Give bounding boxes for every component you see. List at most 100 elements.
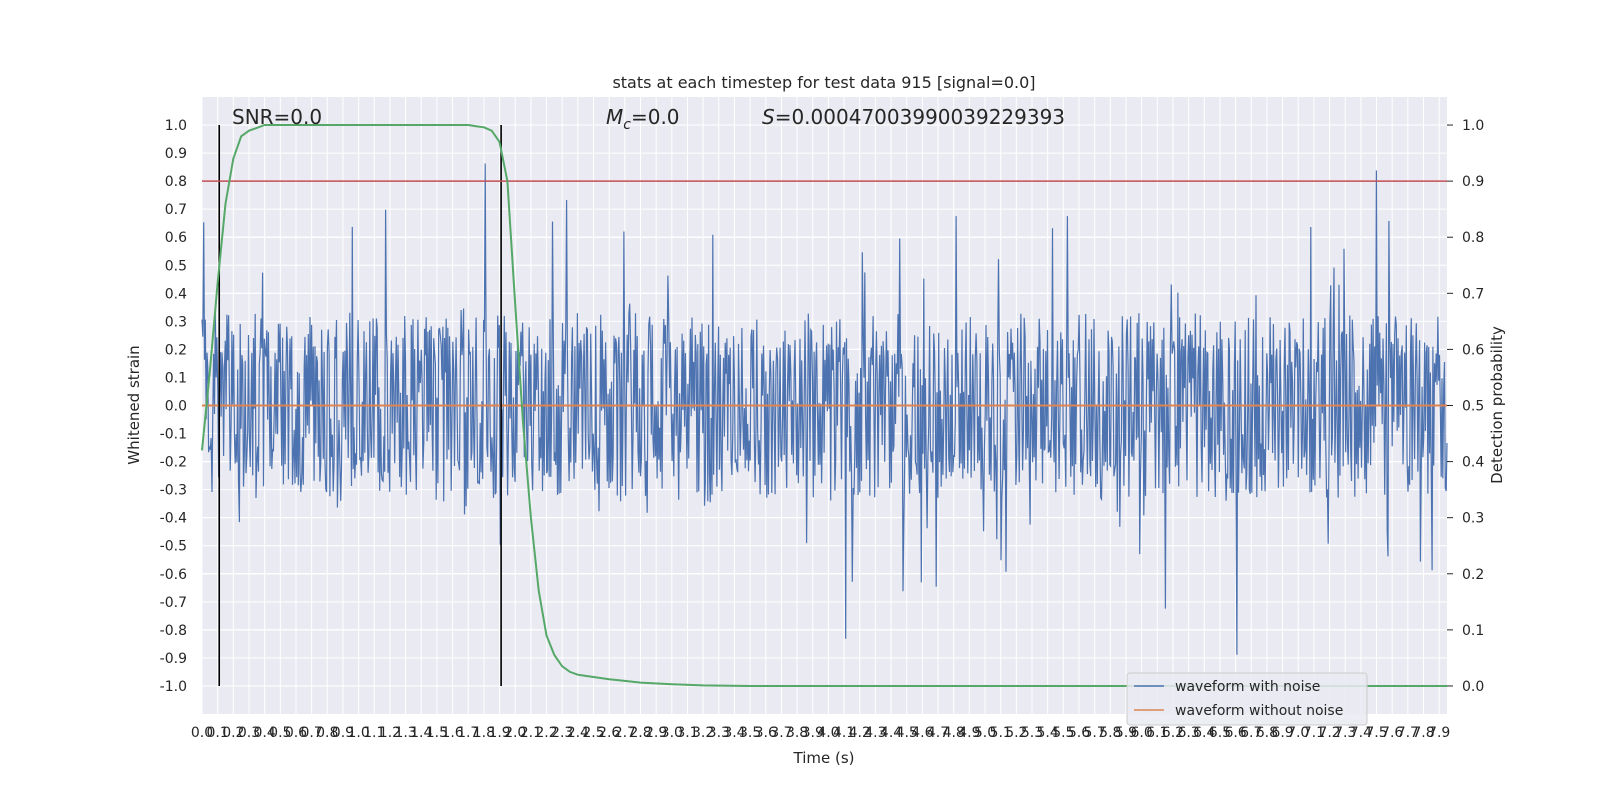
x-tick-label: 3.4: [723, 725, 745, 741]
y2-tick-label: 0.6: [1462, 342, 1484, 358]
y-tick-label: 0.6: [165, 230, 187, 246]
y2-tick-label: 1.0: [1462, 118, 1484, 134]
x-tick-label: 1.7: [457, 725, 479, 741]
x-tick-label: 6.8: [1256, 725, 1278, 741]
y-tick-label: 0.3: [165, 314, 187, 330]
y-tick-label: 0.0: [165, 399, 187, 415]
y-tick-label: 1.0: [165, 118, 187, 134]
x-tick-label: 6.0: [1130, 725, 1152, 741]
legend-frame: [1126, 672, 1368, 726]
x-tick-label: 7.6: [1381, 725, 1403, 741]
x-tick-label: 4.0: [817, 725, 839, 741]
x-tick-label: 7.9: [1428, 725, 1450, 741]
y-tick-label: 0.9: [165, 146, 187, 162]
x-tick-label: 7.5: [1365, 725, 1387, 741]
y-tick-label: -1.0: [160, 679, 187, 695]
x-tick-label: 0.0: [191, 725, 213, 741]
x-tick-label: 5.2: [1005, 725, 1027, 741]
x-tick-label: 6.4: [1193, 725, 1215, 741]
statistic-value: =0.00047003990039229393: [775, 105, 1065, 129]
x-tick-label: 5.3: [1021, 725, 1043, 741]
x-tick-label: 3.0: [661, 725, 683, 741]
x-tick-label: 0.2: [222, 725, 244, 741]
x-tick-label: 4.1: [833, 725, 855, 741]
y-tick-label: -0.1: [160, 427, 187, 443]
x-tick-label: 7.3: [1334, 725, 1356, 741]
y-tick-label: -0.6: [160, 567, 187, 583]
y-tick-label: 0.1: [165, 370, 187, 386]
x-tick-label: 0.9: [332, 725, 354, 741]
y-tick-label: -0.5: [160, 539, 187, 555]
x-tick-label: 0.8: [316, 725, 338, 741]
y-tick-labels: -1.0 -0.9 -0.8 -0.7 -0.6 -0.5 -0.4 -0.3 -0.2 -0.1…: [160, 118, 187, 695]
x-tick-label: 3.7: [770, 725, 792, 741]
x-tick-label: 3.1: [676, 725, 698, 741]
x-tick-label: 3.8: [786, 725, 808, 741]
legend-label-clean: waveform without noise: [1175, 703, 1343, 719]
x-tick-label: 1.3: [394, 725, 416, 741]
y-tick-label: 0.8: [165, 174, 187, 190]
x-tick-label: 6.7: [1240, 725, 1262, 741]
x-tick-label: 3.3: [708, 725, 730, 741]
statistic-symbol: S: [762, 105, 775, 129]
x-tick-label: 5.9: [1115, 725, 1137, 741]
y-tick-label: -0.9: [160, 651, 187, 667]
y2-tick-label: 0.0: [1462, 679, 1484, 695]
x-tick-label: 0.1: [207, 725, 229, 741]
x-tick-label: 7.7: [1397, 725, 1419, 741]
x-tick-label: 5.7: [1084, 725, 1106, 741]
x-tick-label: 1.0: [347, 725, 369, 741]
chirp-mass-symbol: M: [606, 105, 623, 129]
y2-tick-label: 0.1: [1462, 623, 1484, 639]
x-tick-label: 7.2: [1318, 725, 1340, 741]
y2-tick-label: 0.7: [1462, 286, 1484, 302]
x-tick-label: 4.2: [849, 725, 871, 741]
x-tick-label: 4.4: [880, 725, 902, 741]
x-tick-label: 0.6: [285, 725, 307, 741]
chirp-mass-subscript: c: [623, 117, 631, 133]
x-tick-label: 2.8: [629, 725, 651, 741]
x-tick-label: 7.4: [1350, 725, 1372, 741]
x-tick-label: 5.6: [1068, 725, 1090, 741]
x-tick-label: 3.6: [755, 725, 777, 741]
x-tick-label: 1.1: [363, 725, 385, 741]
x-tick-label: 1.2: [379, 725, 401, 741]
x-tick-label: 7.8: [1412, 725, 1434, 741]
y-tick-label: 0.7: [165, 202, 187, 218]
x-tick-label: 6.1: [1146, 725, 1168, 741]
x-tick-label: 4.6: [911, 725, 933, 741]
x-tick-label: 0.3: [238, 725, 260, 741]
y2-tick-labels: 0.0 0.1 0.2 0.3 0.4 0.5 0.6 0.7 0.8 0.9 1.0: [1447, 118, 1484, 695]
chirp-mass-value: =0.0: [631, 105, 680, 129]
legend-label-noise: waveform with noise: [1175, 679, 1320, 695]
annotation-statistic: S=0.00047003990039229393: [762, 105, 1065, 129]
x-tick-label: 6.5: [1209, 725, 1231, 741]
x-tick-label: 1.5: [426, 725, 448, 741]
x-tick-label: 0.7: [300, 725, 322, 741]
x-tick-label: 0.5: [269, 725, 291, 741]
x-tick-label: 2.9: [645, 725, 667, 741]
y-tick-label: 0.5: [165, 258, 187, 274]
y-tick-label: -0.3: [160, 483, 187, 499]
y2-tick-label: 0.2: [1462, 567, 1484, 583]
x-tick-label: 2.1: [520, 725, 542, 741]
x-tick-label: 3.5: [739, 725, 761, 741]
y2-axis-label: Detection probability: [1488, 326, 1506, 484]
x-tick-label: 4.7: [927, 725, 949, 741]
y-tick-label: -0.8: [160, 623, 187, 639]
x-tick-label: 5.0: [974, 725, 996, 741]
y2-tick-label: 0.4: [1462, 455, 1484, 471]
x-tick-label: 1.9: [488, 725, 510, 741]
x-tick-label: 3.9: [802, 725, 824, 741]
x-tick-label: 7.1: [1303, 725, 1325, 741]
detection-probability-line: [201, 124, 1447, 687]
x-tick-label: 6.3: [1177, 725, 1199, 741]
series-detection-probability: [201, 124, 1447, 687]
y-tick-label: 0.4: [165, 286, 187, 302]
y2-tick-label: 0.9: [1462, 174, 1484, 190]
x-tick-label: 2.5: [582, 725, 604, 741]
x-tick-label: 4.5: [896, 725, 918, 741]
x-tick-label: 5.5: [1052, 725, 1074, 741]
x-tick-label: 1.6: [441, 725, 463, 741]
x-tick-label: 2.2: [535, 725, 557, 741]
